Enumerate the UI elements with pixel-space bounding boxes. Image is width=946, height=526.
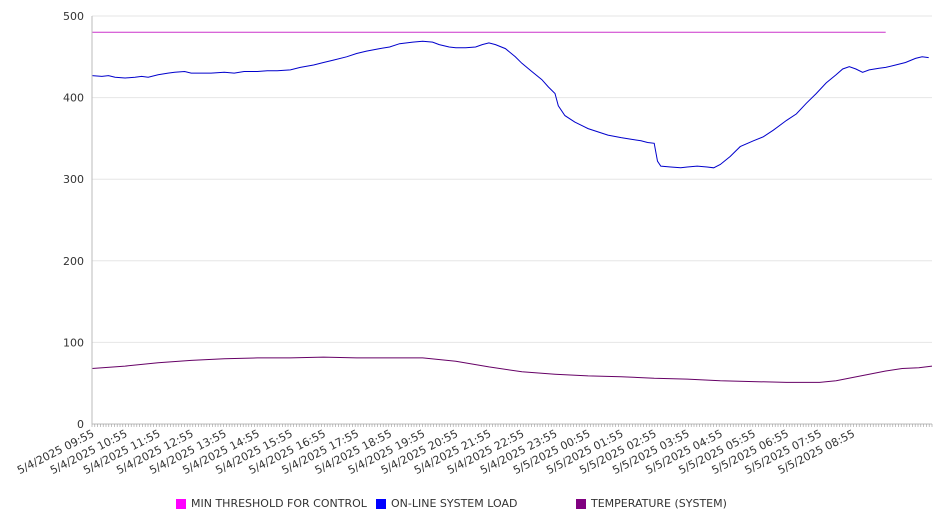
x-tick-labels: 5/4/2025 09:555/4/2025 10:555/4/2025 11:… — [15, 427, 857, 477]
legend-swatch — [376, 498, 386, 509]
series-line-1 — [91, 40, 929, 169]
legend-label: MIN THRESHOLD FOR CONTROL — [191, 497, 367, 510]
legend-item: MIN THRESHOLD FOR CONTROL — [176, 497, 367, 510]
y-tick-label: 500 — [63, 10, 84, 23]
y-tick-labels: 0 100 200 300 400 500 — [63, 10, 84, 431]
y-tick-label: 0 — [77, 418, 84, 431]
legend-label: TEMPERATURE (SYSTEM) — [591, 497, 727, 510]
series-line-2 — [91, 356, 933, 383]
legend-item: TEMPERATURE (SYSTEM) — [576, 497, 727, 510]
y-tick-label: 100 — [63, 336, 84, 349]
y-tick-label: 200 — [63, 255, 84, 268]
legend-item: ON-LINE SYSTEM LOAD — [376, 497, 517, 510]
axes — [91, 16, 933, 427]
legend: MIN THRESHOLD FOR CONTROL ON-LINE SYSTEM … — [0, 497, 946, 517]
legend-swatch — [576, 498, 586, 509]
y-tick-label: 400 — [63, 92, 84, 105]
gridlines — [92, 15, 932, 343]
legend-label: ON-LINE SYSTEM LOAD — [391, 497, 518, 510]
legend-swatch — [176, 498, 186, 509]
y-tick-label: 300 — [63, 173, 84, 186]
series-lines — [91, 31, 933, 383]
chart-plot: 0 100 200 300 400 500 5/4/2025 09:555/4/2025 … — [15, 10, 933, 477]
